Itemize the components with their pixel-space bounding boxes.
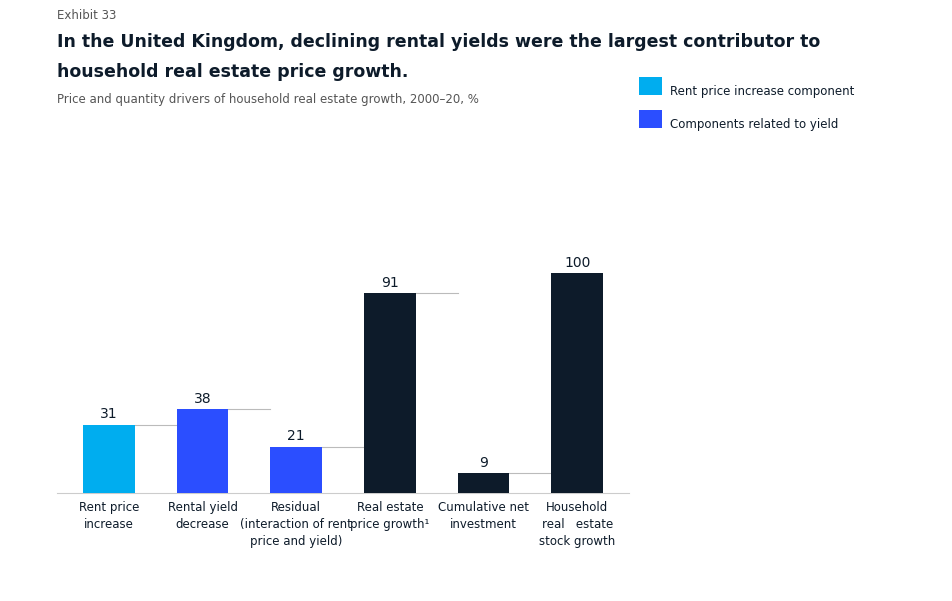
Text: 21: 21 bbox=[288, 430, 305, 444]
Bar bbox=[177, 409, 228, 493]
Bar bbox=[270, 447, 322, 493]
Text: Components related to yield: Components related to yield bbox=[669, 118, 838, 132]
Text: Rent price increase component: Rent price increase component bbox=[669, 85, 853, 99]
Bar bbox=[364, 293, 415, 493]
Text: 9: 9 bbox=[479, 456, 487, 470]
Text: 38: 38 bbox=[193, 392, 211, 406]
Bar bbox=[457, 473, 508, 493]
Text: Price and quantity drivers of household real estate growth, 2000–20, %: Price and quantity drivers of household … bbox=[57, 93, 479, 106]
Text: household real estate price growth.: household real estate price growth. bbox=[57, 63, 408, 81]
Text: Exhibit 33: Exhibit 33 bbox=[57, 9, 116, 22]
Text: In the United Kingdom, declining rental yields were the largest contributor to: In the United Kingdom, declining rental … bbox=[57, 33, 820, 51]
Text: 91: 91 bbox=[381, 276, 398, 290]
Text: 100: 100 bbox=[564, 256, 590, 270]
Text: 31: 31 bbox=[100, 407, 118, 421]
Bar bbox=[551, 273, 603, 493]
Bar bbox=[83, 425, 134, 493]
